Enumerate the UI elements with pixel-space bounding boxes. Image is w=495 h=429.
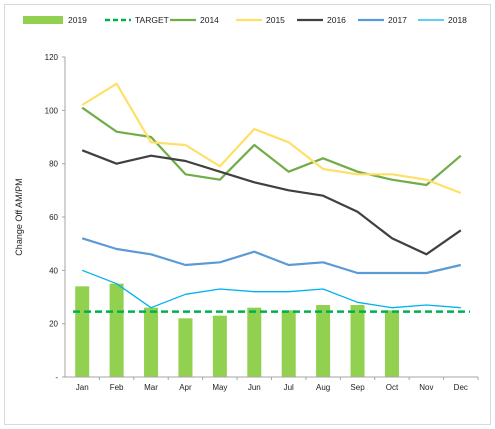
y-tick-label: 40 [49, 266, 58, 275]
bar-2019 [178, 318, 193, 377]
y-tick-label: 60 [49, 213, 58, 222]
lines-layer [81, 82, 462, 309]
y-tick-label: 100 [45, 106, 59, 115]
x-tick-label: Mar [144, 383, 158, 392]
bar-2019 [281, 310, 296, 377]
x-tick-label: Feb [110, 383, 124, 392]
x-tick-label: Dec [454, 383, 468, 392]
legend: 2019 TARGET 2014 2015 2016 2017 2018 [23, 15, 467, 25]
legend-label: 2019 [68, 15, 87, 25]
x-tick-label: Jun [248, 383, 261, 392]
series-line-2014 [81, 106, 462, 187]
bar-2019 [109, 283, 124, 377]
legend-swatch-2019 [23, 16, 63, 24]
bar-2019 [384, 310, 399, 377]
y-tick-label: 80 [49, 160, 58, 169]
legend-label: 2017 [388, 15, 407, 25]
legend-label: 2015 [266, 15, 285, 25]
series-line-2018 [81, 269, 461, 309]
y-axis-title: Change Off AM/PM [14, 178, 24, 255]
x-tick-label: Nov [419, 383, 433, 392]
x-tick-label: Apr [179, 383, 192, 392]
y-tick-label: 120 [45, 53, 59, 62]
series-line-2017 [81, 237, 462, 275]
x-tick-label: May [212, 383, 227, 392]
x-tick-label: Jul [284, 383, 294, 392]
legend-label: TARGET [135, 15, 169, 25]
legend-label: 2016 [327, 15, 346, 25]
bar-2019 [144, 307, 159, 377]
x-tick-label: Oct [386, 383, 399, 392]
bar-2019 [212, 315, 227, 377]
bar-2019 [75, 286, 90, 377]
x-tick-label: Aug [316, 383, 330, 392]
bar-2019 [247, 307, 262, 377]
bar-2019 [316, 305, 331, 377]
x-tick-label: Sep [350, 383, 365, 392]
y-tick-label: 20 [49, 320, 58, 329]
series-line-2015 [81, 82, 462, 195]
bars-layer [75, 283, 399, 377]
chart-frame [4, 4, 491, 425]
x-tick-label: Jan [76, 383, 89, 392]
y-tick-label: - [55, 373, 58, 382]
series-line-2016 [81, 149, 462, 256]
bar-2019 [350, 305, 365, 377]
axes-layer: - 20 40 60 80 100 120 Jan Feb Mar Apr May Jun Jul Aug S… [45, 53, 479, 392]
legend-label: 2014 [200, 15, 219, 25]
legend-label: 2018 [448, 15, 467, 25]
